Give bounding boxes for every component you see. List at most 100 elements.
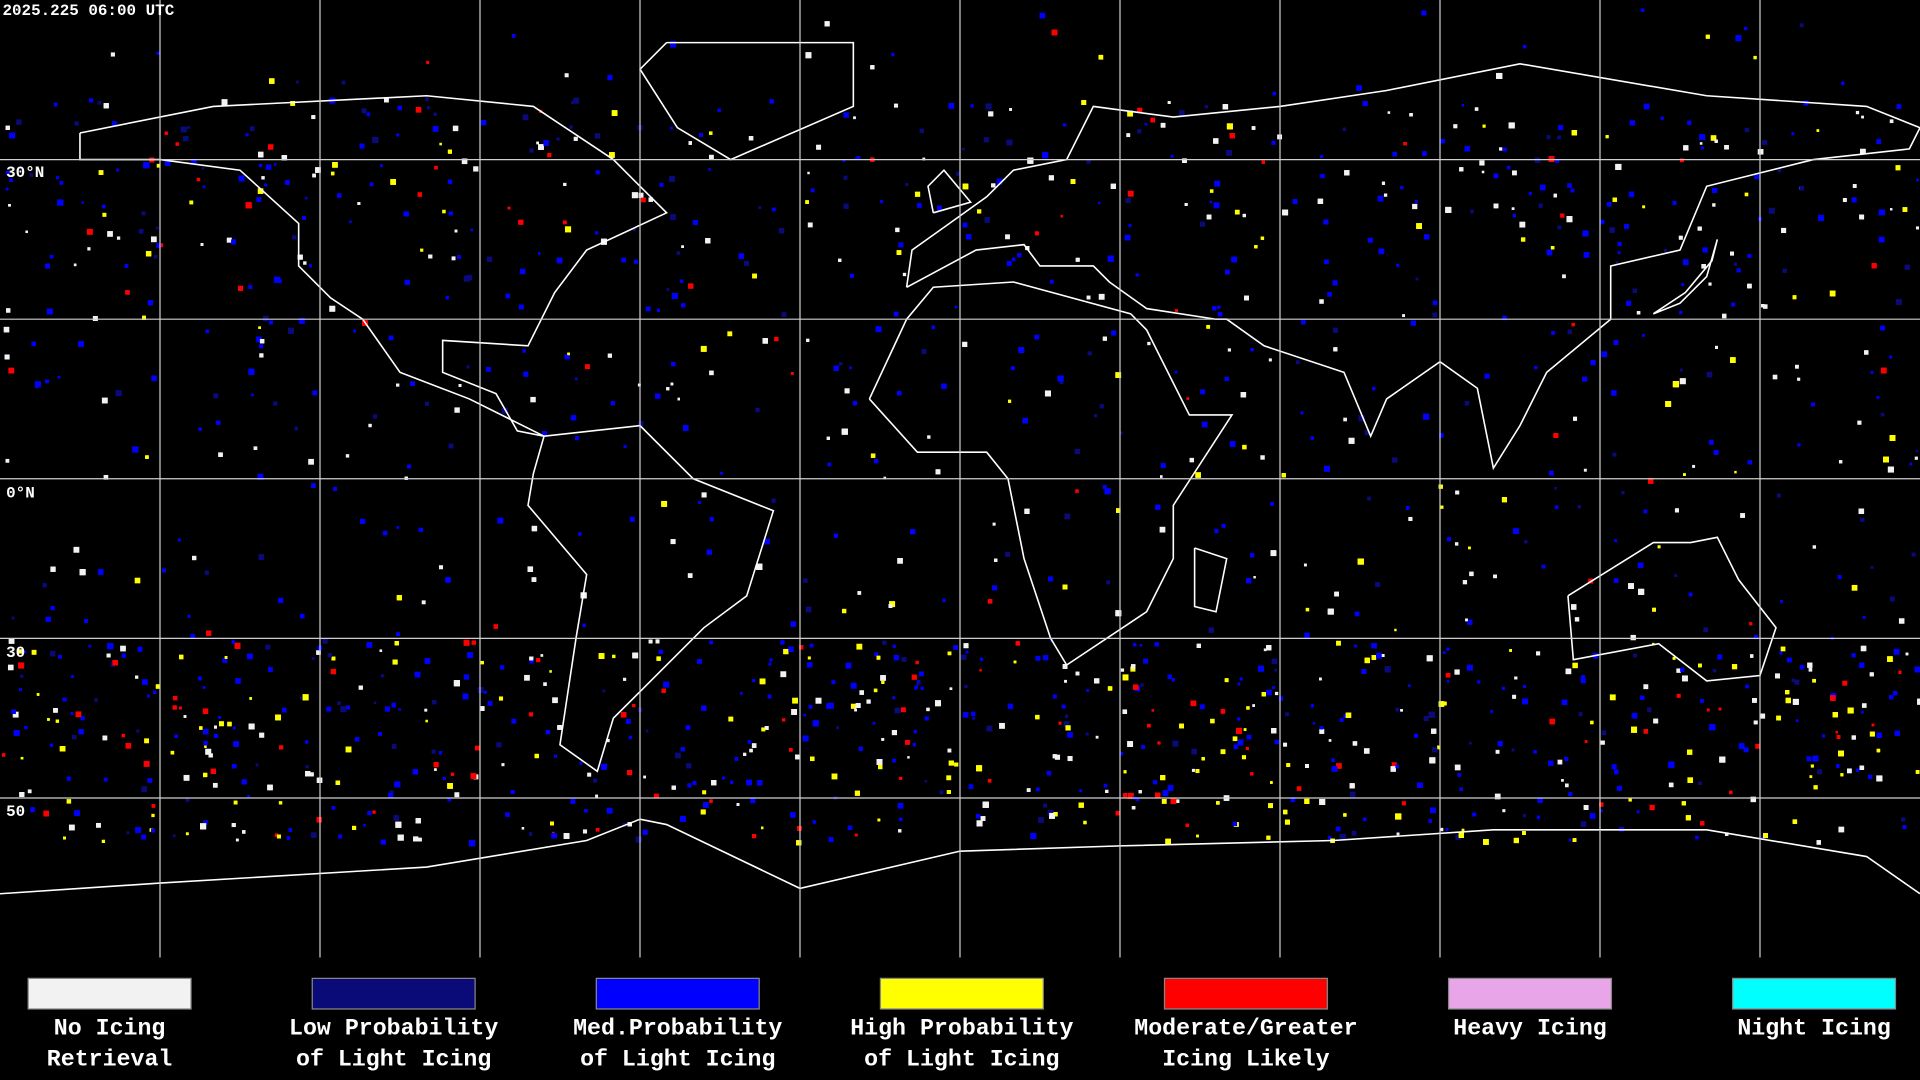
icing-pixel bbox=[1698, 781, 1702, 786]
icing-pixel bbox=[1165, 838, 1171, 845]
icing-pixel bbox=[722, 776, 726, 780]
icing-pixel bbox=[1454, 764, 1461, 771]
icing-pixel bbox=[808, 704, 813, 709]
icing-pixel bbox=[842, 159, 846, 162]
icing-pixel bbox=[557, 725, 562, 730]
icing-pixel bbox=[1320, 155, 1324, 159]
icing-pixel bbox=[881, 738, 885, 741]
icing-pixel bbox=[1890, 208, 1893, 211]
icing-pixel bbox=[265, 164, 272, 170]
icing-pixel bbox=[1524, 540, 1528, 544]
icing-pixel bbox=[1902, 825, 1907, 829]
icing-pixel bbox=[1557, 225, 1562, 230]
icing-pixel bbox=[1459, 787, 1463, 791]
icing-pixel bbox=[874, 652, 879, 657]
icing-pixel bbox=[607, 75, 613, 81]
icing-pixel bbox=[496, 742, 502, 748]
icing-pixel bbox=[258, 163, 263, 168]
icing-pixel bbox=[255, 763, 259, 767]
icing-pixel bbox=[751, 834, 757, 839]
icing-pixel bbox=[827, 462, 832, 467]
icing-pixel bbox=[1637, 562, 1644, 569]
icing-pixel bbox=[203, 740, 208, 746]
icing-pixel bbox=[947, 651, 952, 656]
icing-pixel bbox=[789, 748, 793, 752]
icing-pixel bbox=[425, 719, 428, 723]
icing-pixel bbox=[939, 790, 944, 795]
icing-pixel bbox=[1201, 757, 1205, 761]
icing-pixel bbox=[949, 687, 953, 690]
icing-pixel bbox=[1011, 257, 1016, 262]
icing-pixel bbox=[232, 726, 236, 730]
icing-pixel bbox=[1034, 334, 1040, 340]
timestamp: 2025.225 06:00 UTC bbox=[2, 2, 174, 20]
icing-pixel bbox=[395, 821, 402, 828]
icing-pixel bbox=[661, 500, 668, 507]
icing-pixel bbox=[795, 754, 800, 760]
icing-pixel bbox=[1120, 668, 1125, 672]
icing-pixel bbox=[764, 538, 770, 545]
icing-pixel bbox=[450, 772, 455, 776]
icing-pixel bbox=[1851, 735, 1856, 740]
icing-pixel bbox=[34, 381, 41, 388]
icing-pixel bbox=[1915, 770, 1920, 774]
icing-pixel bbox=[418, 527, 423, 532]
icing-pixel bbox=[828, 837, 834, 842]
icing-pixel bbox=[1553, 433, 1559, 438]
icing-pixel bbox=[1191, 768, 1195, 772]
icing-pixel bbox=[231, 239, 236, 245]
icing-pixel bbox=[13, 730, 20, 736]
icing-pixel bbox=[1160, 775, 1166, 781]
icing-pixel bbox=[994, 558, 998, 562]
icing-pixel bbox=[249, 126, 255, 132]
icing-pixel bbox=[1509, 649, 1512, 652]
icing-pixel bbox=[1753, 55, 1757, 60]
icing-pixel bbox=[238, 285, 243, 291]
icing-pixel bbox=[979, 657, 984, 661]
icing-pixel bbox=[231, 640, 235, 644]
icing-pixel bbox=[463, 275, 470, 282]
icing-pixel bbox=[1455, 490, 1460, 495]
icing-pixel bbox=[1520, 237, 1526, 242]
icing-pixel bbox=[1538, 203, 1543, 208]
icing-pixel bbox=[1785, 690, 1790, 695]
icing-pixel bbox=[242, 830, 246, 834]
icing-pixel bbox=[1266, 645, 1272, 651]
icing-pixel bbox=[1260, 455, 1265, 460]
icing-pixel bbox=[562, 220, 567, 225]
icing-pixel bbox=[1830, 695, 1836, 701]
icing-pixel bbox=[425, 401, 430, 406]
icing-pixel bbox=[626, 769, 633, 776]
icing-pixel bbox=[1490, 709, 1494, 713]
icing-pixel bbox=[1357, 558, 1364, 565]
icing-pixel bbox=[953, 645, 958, 650]
icing-pixel bbox=[935, 700, 941, 707]
icing-pixel bbox=[1437, 745, 1441, 750]
icing-pixel bbox=[282, 707, 287, 713]
icing-pixel bbox=[1395, 707, 1400, 712]
icing-pixel bbox=[1501, 497, 1507, 503]
icing-pixel bbox=[836, 726, 840, 730]
icing-pixel bbox=[1271, 728, 1277, 734]
icing-pixel bbox=[1832, 712, 1838, 718]
icing-pixel bbox=[1572, 662, 1578, 669]
icing-pixel bbox=[1459, 167, 1464, 172]
icing-pixel bbox=[1126, 133, 1131, 138]
icing-pixel bbox=[1319, 798, 1326, 805]
icing-pixel bbox=[1225, 269, 1230, 275]
icing-pixel bbox=[1039, 12, 1046, 19]
icing-pixel bbox=[1339, 718, 1344, 722]
icing-pixel bbox=[1432, 312, 1438, 318]
icing-pixel bbox=[1638, 588, 1645, 595]
icing-pixel bbox=[9, 132, 16, 139]
icing-pixel bbox=[263, 315, 269, 322]
icing-pixel bbox=[98, 170, 104, 175]
icing-pixel bbox=[1745, 684, 1749, 689]
icing-pixel bbox=[1781, 227, 1787, 234]
icing-pixel bbox=[1155, 504, 1161, 510]
icing-pixel bbox=[322, 638, 328, 644]
icing-pixel bbox=[1708, 282, 1712, 286]
icing-pixel bbox=[1484, 373, 1490, 379]
icing-pixel bbox=[1327, 608, 1334, 615]
icing-pixel bbox=[892, 644, 896, 648]
